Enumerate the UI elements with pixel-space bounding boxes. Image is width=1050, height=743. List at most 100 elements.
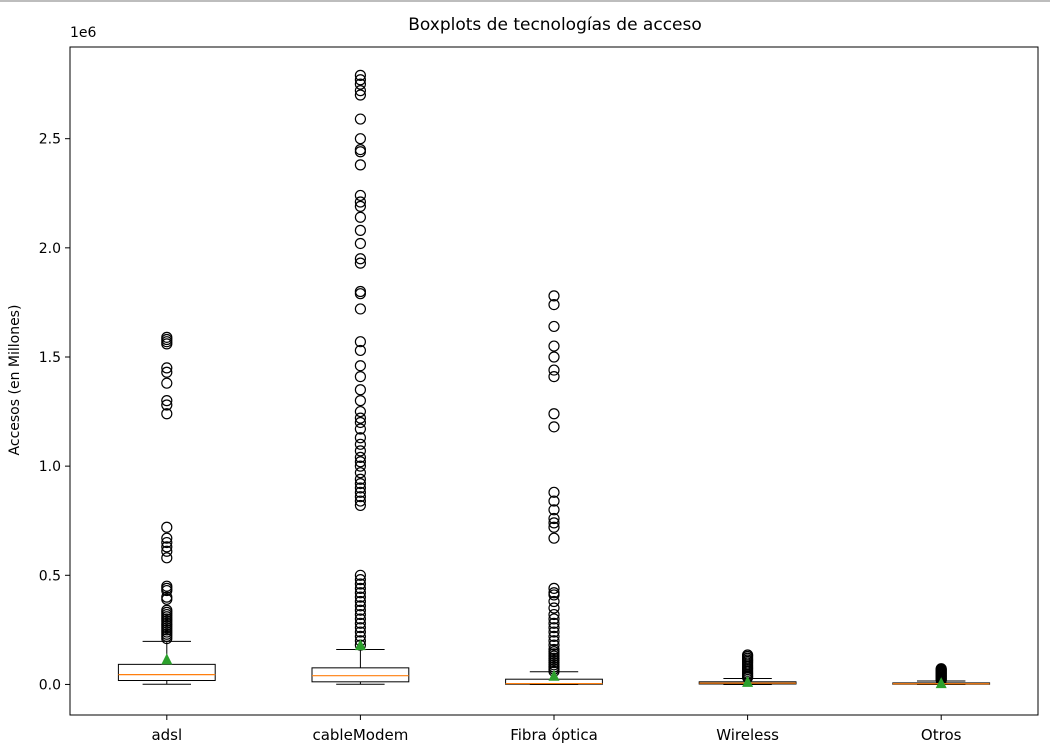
outlier-point [354, 613, 366, 625]
outlier-point [354, 360, 366, 372]
x-axis: adsl cableModem Fibra óptica Wireless Otros [151, 715, 962, 743]
y-tick-label: 2.0 [39, 241, 61, 257]
outlier-point [548, 371, 560, 383]
outlier-point [548, 521, 560, 533]
outlier-point [354, 595, 366, 608]
outlier-point [354, 224, 366, 236]
outlier-point [354, 288, 366, 300]
outlier-point [354, 600, 366, 612]
outlier-point [354, 85, 366, 97]
y-tick-label: 1.0 [39, 459, 61, 475]
outlier-point [548, 495, 560, 507]
outlier-point [548, 517, 560, 529]
outlier-point [354, 159, 366, 171]
axes-frame [69, 46, 1039, 716]
outlier-point [354, 189, 366, 202]
outlier-point [548, 613, 560, 625]
outlier-point [161, 395, 173, 407]
outlier-point [161, 536, 173, 549]
outlier-point [354, 196, 366, 208]
outlier-point [161, 366, 173, 378]
outlier-point [354, 478, 366, 490]
mean-marker [548, 669, 560, 681]
outlier-point [161, 552, 173, 564]
outlier-point [354, 569, 366, 581]
box-group-4 [892, 663, 991, 689]
outlier-point [354, 473, 366, 485]
outlier-point [354, 78, 366, 90]
box-iqr [311, 667, 410, 683]
outlier-point [354, 285, 366, 298]
mean-marker [742, 675, 754, 687]
outlier-point [354, 617, 366, 629]
outlier-point [548, 351, 560, 363]
outlier-point [548, 486, 560, 498]
outlier-point [161, 545, 173, 557]
outlier-point [548, 630, 560, 643]
outlier-point [354, 395, 366, 407]
outlier-point [548, 635, 560, 647]
outlier-point [548, 602, 560, 614]
outlier-point [354, 371, 366, 383]
mean-marker [354, 639, 366, 651]
y-tick-label: 0.0 [39, 677, 61, 693]
outlier-point [354, 486, 366, 498]
window-top-border [0, 0, 1050, 2]
outlier-point [354, 405, 366, 418]
outlier-point [354, 69, 366, 81]
outlier-point [354, 622, 366, 634]
outlier-point [354, 438, 366, 450]
outlier-point [548, 582, 560, 594]
outlier-point [354, 257, 366, 269]
outlier-point [354, 146, 366, 158]
box-group-3 [698, 649, 797, 687]
outlier-point [161, 399, 173, 411]
outlier-point [354, 456, 366, 468]
outlier-point [354, 451, 366, 464]
mean-marker [935, 677, 947, 689]
outlier-point [548, 622, 560, 634]
outlier-point [354, 608, 366, 621]
box-group-2 [505, 290, 603, 685]
outlier-point [548, 421, 560, 433]
outlier-point [354, 445, 366, 457]
outlier-point [354, 467, 366, 479]
outlier-point [161, 521, 173, 533]
outlier-point [548, 298, 560, 311]
x-tick-label: adsl [151, 726, 182, 743]
outlier-point [354, 74, 366, 86]
outlier-point [354, 89, 366, 101]
outlier-point [548, 340, 560, 352]
x-tick-label: Otros [921, 726, 962, 743]
x-tick-label: Fibra óptica [510, 726, 598, 743]
plot-area [117, 69, 991, 689]
outlier-point [354, 144, 366, 156]
outlier-point [548, 512, 560, 525]
outlier-point [161, 377, 173, 389]
outlier-point [354, 303, 366, 315]
outlier-point [161, 362, 173, 374]
y-axis-label: Accesos (en Millones) [7, 305, 23, 456]
outlier-point [354, 344, 366, 357]
box-iqr [117, 663, 216, 682]
outlier-point [548, 617, 560, 629]
outlier-point [354, 482, 366, 494]
outlier-point [354, 591, 366, 603]
outlier-point [354, 423, 366, 435]
box-group-0 [117, 331, 216, 685]
outlier-point [548, 408, 560, 420]
outlier-point [354, 432, 366, 444]
y-tick-label: 2.5 [39, 132, 61, 148]
x-tick-label: cableModem [312, 726, 408, 743]
outlier-point [548, 504, 560, 516]
outlier-point [354, 113, 366, 125]
y-tick-label: 0.5 [39, 568, 61, 584]
outlier-point [354, 495, 366, 507]
outlier-point [161, 593, 173, 605]
outlier-point [548, 595, 560, 608]
chart-title: Boxplots de tecnologías de acceso [408, 15, 702, 35]
outlier-point [548, 589, 560, 601]
outlier-point [354, 582, 366, 594]
outlier-point [354, 460, 366, 472]
outlier-point [548, 639, 560, 651]
